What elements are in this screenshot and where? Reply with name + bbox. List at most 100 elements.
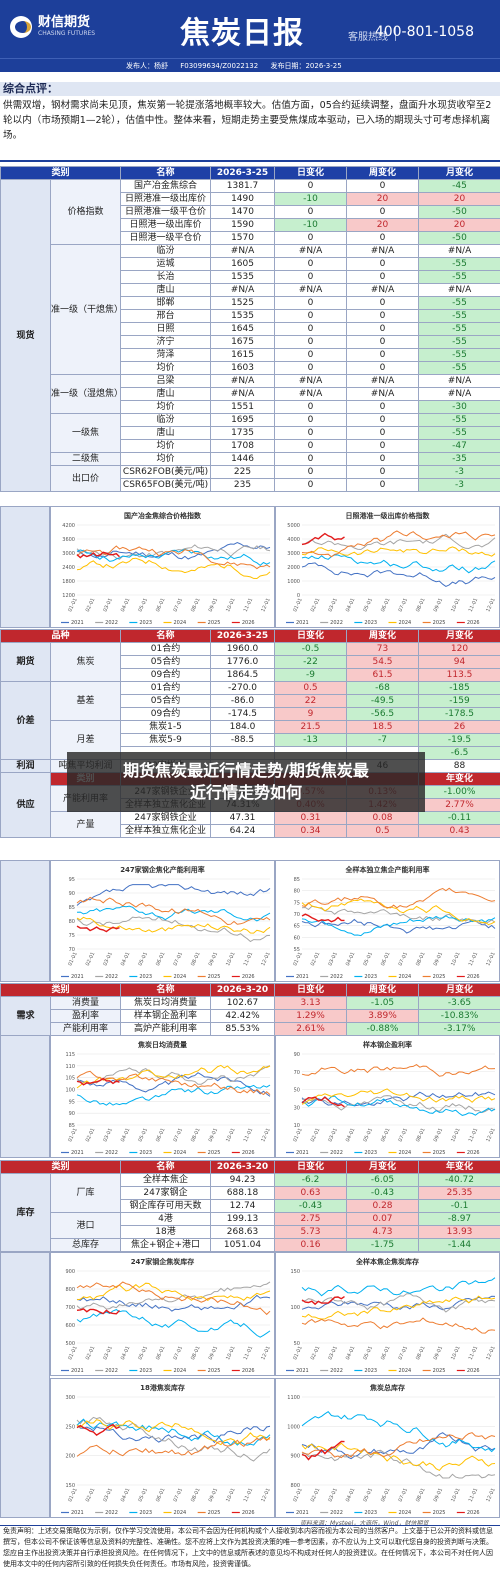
week-change: 0 [346, 361, 420, 375]
series-line-2025 [76, 1436, 271, 1457]
week-change: -0.43 [346, 1186, 420, 1200]
x-tick-label: 04-01 [120, 951, 132, 967]
line-chart: 18港焦炭库存 300 250 200 150 01-01 02-01 03-01 04-01 0… [50, 1378, 275, 1518]
day-change: 0 [274, 231, 348, 245]
item-name: 焦炭1-5 [120, 720, 212, 734]
month-change: -1.00% [418, 785, 500, 799]
x-tick-label: 06-01 [155, 1345, 167, 1361]
y-tick-label: 2400 [62, 565, 75, 571]
month-change: 26 [418, 720, 500, 734]
legend-label: 2025 [433, 1150, 446, 1156]
section-label-profit: 利润 [0, 759, 51, 773]
x-tick-label: 11-01 [243, 1487, 255, 1503]
series-line-2021 [76, 1424, 271, 1444]
x-tick-label: 06-01 [380, 1345, 392, 1361]
item-value: 688.18 [210, 1186, 276, 1200]
col-day-change: 日变化 [274, 983, 348, 997]
logo-english: CHASING FUTURES [38, 30, 96, 37]
item-name: 日照港一级平仓价 [120, 231, 212, 245]
series-line-2021 [301, 1432, 496, 1460]
hotline-number: 400-801-1058 [374, 24, 474, 40]
series-line-2021 [301, 918, 496, 934]
x-tick-label: 09-01 [208, 597, 220, 613]
chart-title: 全样本焦企焦炭库存 [356, 1258, 419, 1266]
x-tick-label: 04-01 [345, 597, 357, 613]
day-change: 2.61% [274, 1022, 348, 1036]
x-tick-label: 09-01 [433, 951, 445, 967]
group-label: 盈利率 [49, 1009, 122, 1023]
line-chart: 焦炭日均消费量 115 110 105 100 95 90 85 01-01 02-01 03-01… [50, 1035, 275, 1158]
series-line-2023 [301, 1095, 496, 1116]
col-month-change: 月变化 [418, 629, 500, 643]
legend-label: 2025 [433, 1510, 446, 1516]
day-change: -0.5 [274, 642, 348, 656]
item-name: 邢台 [120, 309, 212, 323]
week-change: 0.08 [346, 811, 420, 825]
x-tick-label: 10-01 [450, 1127, 462, 1143]
table-row: 库存 厂库 全样本焦企 94.23 -6.2 -6.05 -40.72 [0, 1173, 500, 1252]
series-line-2023 [76, 905, 271, 922]
y-tick-label: 85 [294, 877, 300, 883]
group-label: 一级焦 [49, 413, 122, 453]
series-line-2026 [301, 913, 345, 923]
month-change: -19.5 [418, 733, 500, 747]
day-change: #N/A [274, 374, 348, 388]
week-change: 0 [346, 309, 420, 323]
x-tick-label: 02-01 [85, 1127, 97, 1143]
series-line-2023 [301, 1411, 496, 1453]
table-row: 盈利率 样本钢企盈利率 42.42% 1.29% 3.89% -10.83% [1, 1009, 500, 1023]
x-tick-label: 11-01 [468, 951, 480, 967]
y-tick-label: 300 [65, 1395, 75, 1401]
month-change: -3.65 [418, 996, 500, 1010]
x-tick-label: 10-01 [225, 951, 237, 967]
x-tick-label: 12-01 [485, 597, 497, 613]
x-tick-label: 10-01 [450, 1487, 462, 1503]
legend-label: 2021 [71, 1368, 84, 1374]
y-tick-label: 50 [294, 1341, 300, 1347]
week-change: 20 [346, 192, 420, 206]
legend-label: 2024 [399, 1150, 412, 1156]
item-name: 唐山 [120, 283, 212, 297]
col-category: 类别 [0, 1160, 122, 1174]
week-change: #N/A [346, 283, 420, 297]
legend-label: 2022 [105, 1150, 118, 1156]
legend-label: 2023 [139, 1150, 152, 1156]
month-change: #N/A [418, 374, 500, 388]
day-change: 0 [274, 465, 348, 479]
group-label: 价格指数 [49, 179, 122, 245]
x-tick-label: 01-01 [292, 597, 304, 613]
month-change: -55 [418, 322, 500, 336]
month-change: -50 [418, 205, 500, 219]
table-row: 日照港一级平仓价 1570 0 0 -50 [1, 231, 500, 245]
week-change: 61.5 [346, 668, 420, 682]
series-line-2023 [301, 554, 496, 574]
week-change: -6.05 [346, 1173, 420, 1187]
month-change: -159 [418, 694, 500, 708]
x-tick-label: 05-01 [362, 1127, 374, 1143]
y-tick-label: 1000 [287, 1424, 300, 1430]
table-row: 05合约 -86.0 22 -49.5 -159 [1, 694, 500, 708]
x-tick-label: 12-01 [260, 1487, 272, 1503]
month-change: -0.1 [418, 1199, 500, 1213]
week-change: 0 [346, 439, 420, 453]
legend-label: 2024 [174, 974, 187, 980]
y-tick-label: 75 [69, 933, 75, 939]
y-tick-label: 90 [294, 1052, 300, 1058]
inventory-header-row: 类别 名称 2026-3-20 日变化 月变化 年变化 [0, 1160, 500, 1174]
table-row: 均价 1551 0 0 -30 [1, 400, 500, 414]
x-tick-label: 05-01 [137, 597, 149, 613]
day-change: 1.29% [274, 1009, 348, 1023]
chart-title: 日照港准一级出库价格指数 [345, 512, 430, 520]
item-value: 47.31 [210, 811, 276, 825]
x-tick-label: 05-01 [362, 1487, 374, 1503]
series-line-2021 [76, 884, 271, 906]
x-tick-label: 01-01 [67, 597, 79, 613]
table-row: 产量 247家钢铁企业 47.31 0.31 0.08 -0.11 [1, 811, 500, 838]
x-tick-label: 08-01 [415, 597, 427, 613]
series-line-2026 [301, 1296, 345, 1306]
table-row: 09合约 -174.5 9 -56.5 -178.5 [1, 707, 500, 721]
y-tick-label: 600 [65, 1323, 75, 1329]
col-name: 名称 [120, 629, 212, 643]
day-change: 0 [274, 400, 348, 414]
x-tick-label: 06-01 [380, 1127, 392, 1143]
